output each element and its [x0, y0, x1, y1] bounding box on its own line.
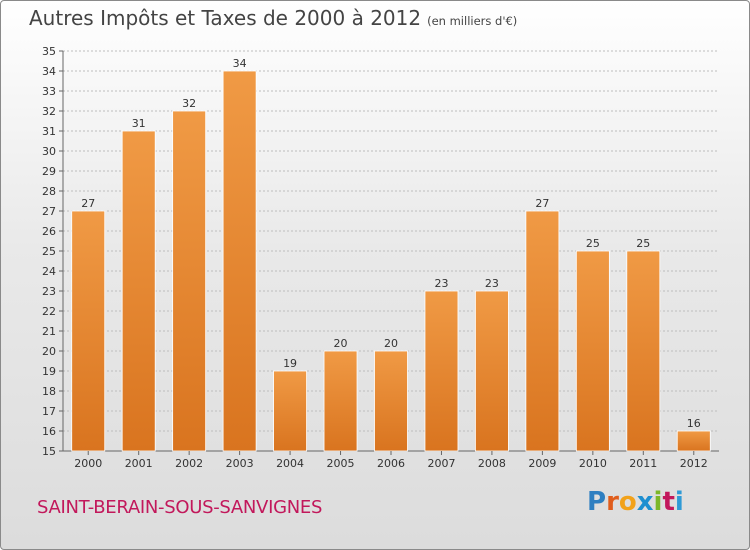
x-tick-label: 2003: [226, 457, 254, 470]
bar: [222, 70, 257, 452]
data-label: 34: [233, 57, 247, 70]
bar: [626, 250, 661, 452]
y-tick-label: 18: [42, 385, 56, 398]
bar: [575, 250, 610, 452]
x-tick-label: 2008: [478, 457, 506, 470]
bar: [71, 210, 106, 452]
y-tick-label: 24: [42, 265, 56, 278]
y-tick-label: 31: [42, 125, 56, 138]
y-tick-label: 21: [42, 325, 56, 338]
data-label: 20: [384, 337, 398, 350]
data-label: 23: [485, 277, 499, 290]
x-tick-label: 2004: [276, 457, 304, 470]
bar: [121, 130, 156, 452]
y-tick-label: 22: [42, 305, 56, 318]
bar: [525, 210, 560, 452]
logo-letter: r: [606, 487, 619, 517]
y-tick-label: 20: [42, 345, 56, 358]
data-label: 16: [687, 417, 701, 430]
logo-letter: t: [662, 487, 675, 517]
city-name: SAINT-BERAIN-SOUS-SANVIGNES: [37, 497, 323, 518]
bar: [323, 350, 358, 452]
bar: [475, 290, 509, 452]
y-tick-label: 23: [42, 285, 56, 298]
data-label: 19: [283, 357, 297, 370]
logo-letter: o: [618, 487, 637, 517]
x-tick-label: 2006: [377, 457, 405, 470]
x-tick-label: 2001: [125, 457, 153, 470]
data-label: 31: [132, 117, 146, 130]
chart-title-text: Autres Impôts et Taxes de 2000 à 2012: [29, 6, 422, 30]
y-tick-label: 30: [42, 145, 56, 158]
y-tick-label: 29: [42, 165, 56, 178]
proxiti-logo: Proxiti: [587, 487, 684, 517]
x-tick-label: 2005: [327, 457, 355, 470]
y-tick-label: 16: [42, 425, 56, 438]
bar: [676, 430, 711, 452]
x-tick-label: 2012: [680, 457, 708, 470]
data-label: 25: [636, 237, 650, 250]
bar: [374, 350, 408, 452]
x-tick-label: 2010: [579, 457, 607, 470]
bar: [172, 110, 207, 452]
data-label: 32: [182, 97, 196, 110]
bar: [273, 370, 307, 452]
chart-title: Autres Impôts et Taxes de 2000 à 2012 (en…: [29, 6, 517, 30]
y-tick-label: 32: [42, 105, 56, 118]
y-tick-label: 15: [42, 445, 56, 458]
y-tick-label: 19: [42, 365, 56, 378]
chart-unit: (en milliers d'€): [427, 14, 518, 28]
x-tick-label: 2002: [175, 457, 203, 470]
data-label: 20: [334, 337, 348, 350]
x-tick-label: 2007: [427, 457, 455, 470]
logo-letter: i: [674, 487, 684, 517]
y-tick-label: 27: [42, 205, 56, 218]
y-tick-label: 17: [42, 405, 56, 418]
data-label: 23: [434, 277, 448, 290]
logo-letter: i: [653, 487, 663, 517]
bar: [424, 290, 459, 452]
data-label: 27: [535, 197, 549, 210]
y-tick-label: 26: [42, 225, 56, 238]
data-label: 25: [586, 237, 600, 250]
x-tick-label: 2000: [74, 457, 102, 470]
y-tick-label: 25: [42, 245, 56, 258]
y-tick-label: 28: [42, 185, 56, 198]
logo-letter: x: [636, 487, 654, 517]
x-tick-label: 2009: [528, 457, 556, 470]
y-tick-label: 34: [42, 65, 56, 78]
logo-letter: P: [587, 487, 607, 517]
data-label: 27: [81, 197, 95, 210]
x-tick-label: 2011: [629, 457, 657, 470]
y-tick-label: 33: [42, 85, 56, 98]
y-tick-label: 35: [42, 45, 56, 58]
